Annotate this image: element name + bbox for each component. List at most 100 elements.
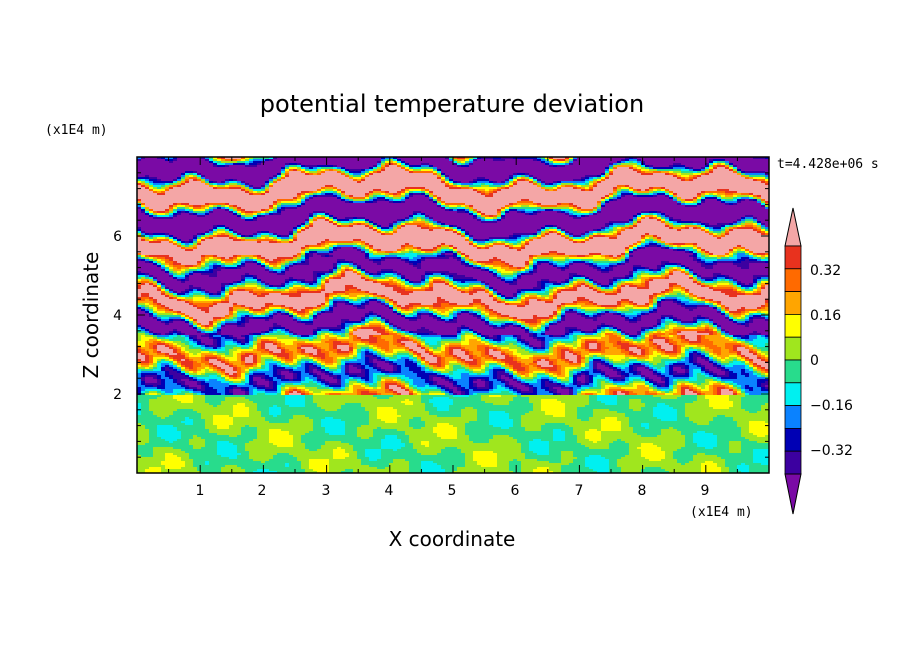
field-cell: [609, 165, 614, 168]
field-cell: [377, 319, 382, 322]
field-cell: [533, 179, 538, 182]
field-cell: [693, 279, 698, 282]
field-cell: [185, 299, 194, 302]
field-cell: [181, 273, 186, 276]
field-cell: [249, 157, 254, 160]
field-cell: [609, 169, 614, 172]
field-cell: [629, 251, 634, 254]
field-cell: [137, 283, 142, 286]
field-cell: [345, 173, 350, 176]
field-cell: [245, 185, 250, 188]
field-cell: [245, 191, 250, 194]
field-cell: [193, 171, 198, 174]
field-cell: [213, 165, 218, 168]
field-cell: [317, 317, 362, 320]
field-cell: [445, 183, 450, 186]
field-cell: [217, 165, 226, 168]
field-cell: [437, 317, 442, 320]
field-cell: [505, 295, 514, 298]
field-cell: [385, 303, 390, 306]
field-cell: [193, 297, 206, 300]
field-cell: [489, 317, 498, 320]
field-cell: [405, 199, 430, 202]
field-cell: [301, 197, 306, 200]
field-cell: [249, 189, 254, 192]
field-cell: [409, 257, 414, 260]
field-cell: [657, 269, 662, 272]
field-cell: [745, 293, 754, 296]
field-cell: [269, 259, 274, 262]
field-cell: [361, 179, 366, 182]
field-cell: [241, 305, 246, 308]
field-cell: [201, 309, 210, 312]
field-cell: [413, 283, 422, 286]
field-cell: [141, 233, 146, 236]
field-cell: [389, 305, 394, 308]
field-cell: [605, 229, 610, 232]
field-cell: [565, 261, 570, 264]
field-cell: [265, 257, 278, 260]
field-cell: [465, 233, 470, 236]
field-cell: [585, 263, 590, 266]
field-cell: [269, 179, 274, 182]
field-cell: [433, 165, 458, 168]
field-cell: [449, 275, 454, 278]
field-cell: [333, 169, 338, 172]
field-cell: [369, 257, 382, 260]
field-cell: [237, 267, 242, 270]
field-cell: [349, 295, 358, 298]
field-cell: [337, 197, 342, 200]
field-cell: [573, 179, 582, 182]
field-cell: [537, 181, 542, 184]
field-cell: [697, 195, 702, 198]
field-cell: [353, 271, 358, 274]
field-cell: [505, 185, 510, 188]
field-cell: [705, 173, 710, 176]
field-cell: [669, 223, 674, 226]
field-cell: [389, 283, 398, 286]
field-cell: [713, 273, 722, 276]
field-cell: [201, 235, 206, 238]
field-cell: [297, 167, 302, 170]
field-cell: [577, 159, 622, 162]
field-cell: [625, 251, 630, 254]
field-cell: [713, 193, 718, 196]
field-cell: [285, 175, 290, 178]
field-cell: [289, 279, 298, 282]
field-cell: [369, 245, 374, 248]
field-cell: [637, 191, 650, 194]
field-cell: [353, 217, 358, 220]
field-cell: [573, 279, 578, 282]
field-cell: [661, 315, 674, 318]
field-cell: [709, 317, 726, 320]
field-cell: [613, 285, 618, 288]
field-cell: [509, 245, 514, 248]
field-cell: [137, 311, 146, 314]
field-cell: [621, 193, 634, 196]
field-cell: [485, 307, 490, 310]
field-cell: [265, 161, 378, 164]
field-cell: [569, 159, 574, 162]
field-cell: [245, 307, 250, 310]
field-cell: [505, 297, 514, 300]
field-cell: [257, 285, 262, 288]
field-cell: [381, 249, 398, 252]
field-cell: [721, 305, 726, 308]
field-cell: [453, 311, 458, 314]
field-cell: [677, 221, 694, 224]
field-cell: [365, 305, 386, 308]
field-cell: [385, 275, 394, 278]
field-cell: [585, 179, 590, 182]
field-cell: [137, 225, 214, 228]
field-cell: [501, 265, 510, 268]
field-cell: [173, 243, 178, 246]
field-cell: [529, 213, 534, 216]
field-cell: [241, 281, 246, 284]
field-cell: [481, 299, 494, 302]
field-cell: [697, 275, 702, 278]
field-cell: [385, 319, 390, 322]
field-cell: [641, 245, 646, 248]
field-cell: [669, 215, 746, 218]
field-cell: [269, 283, 282, 286]
field-cell: [445, 201, 518, 204]
